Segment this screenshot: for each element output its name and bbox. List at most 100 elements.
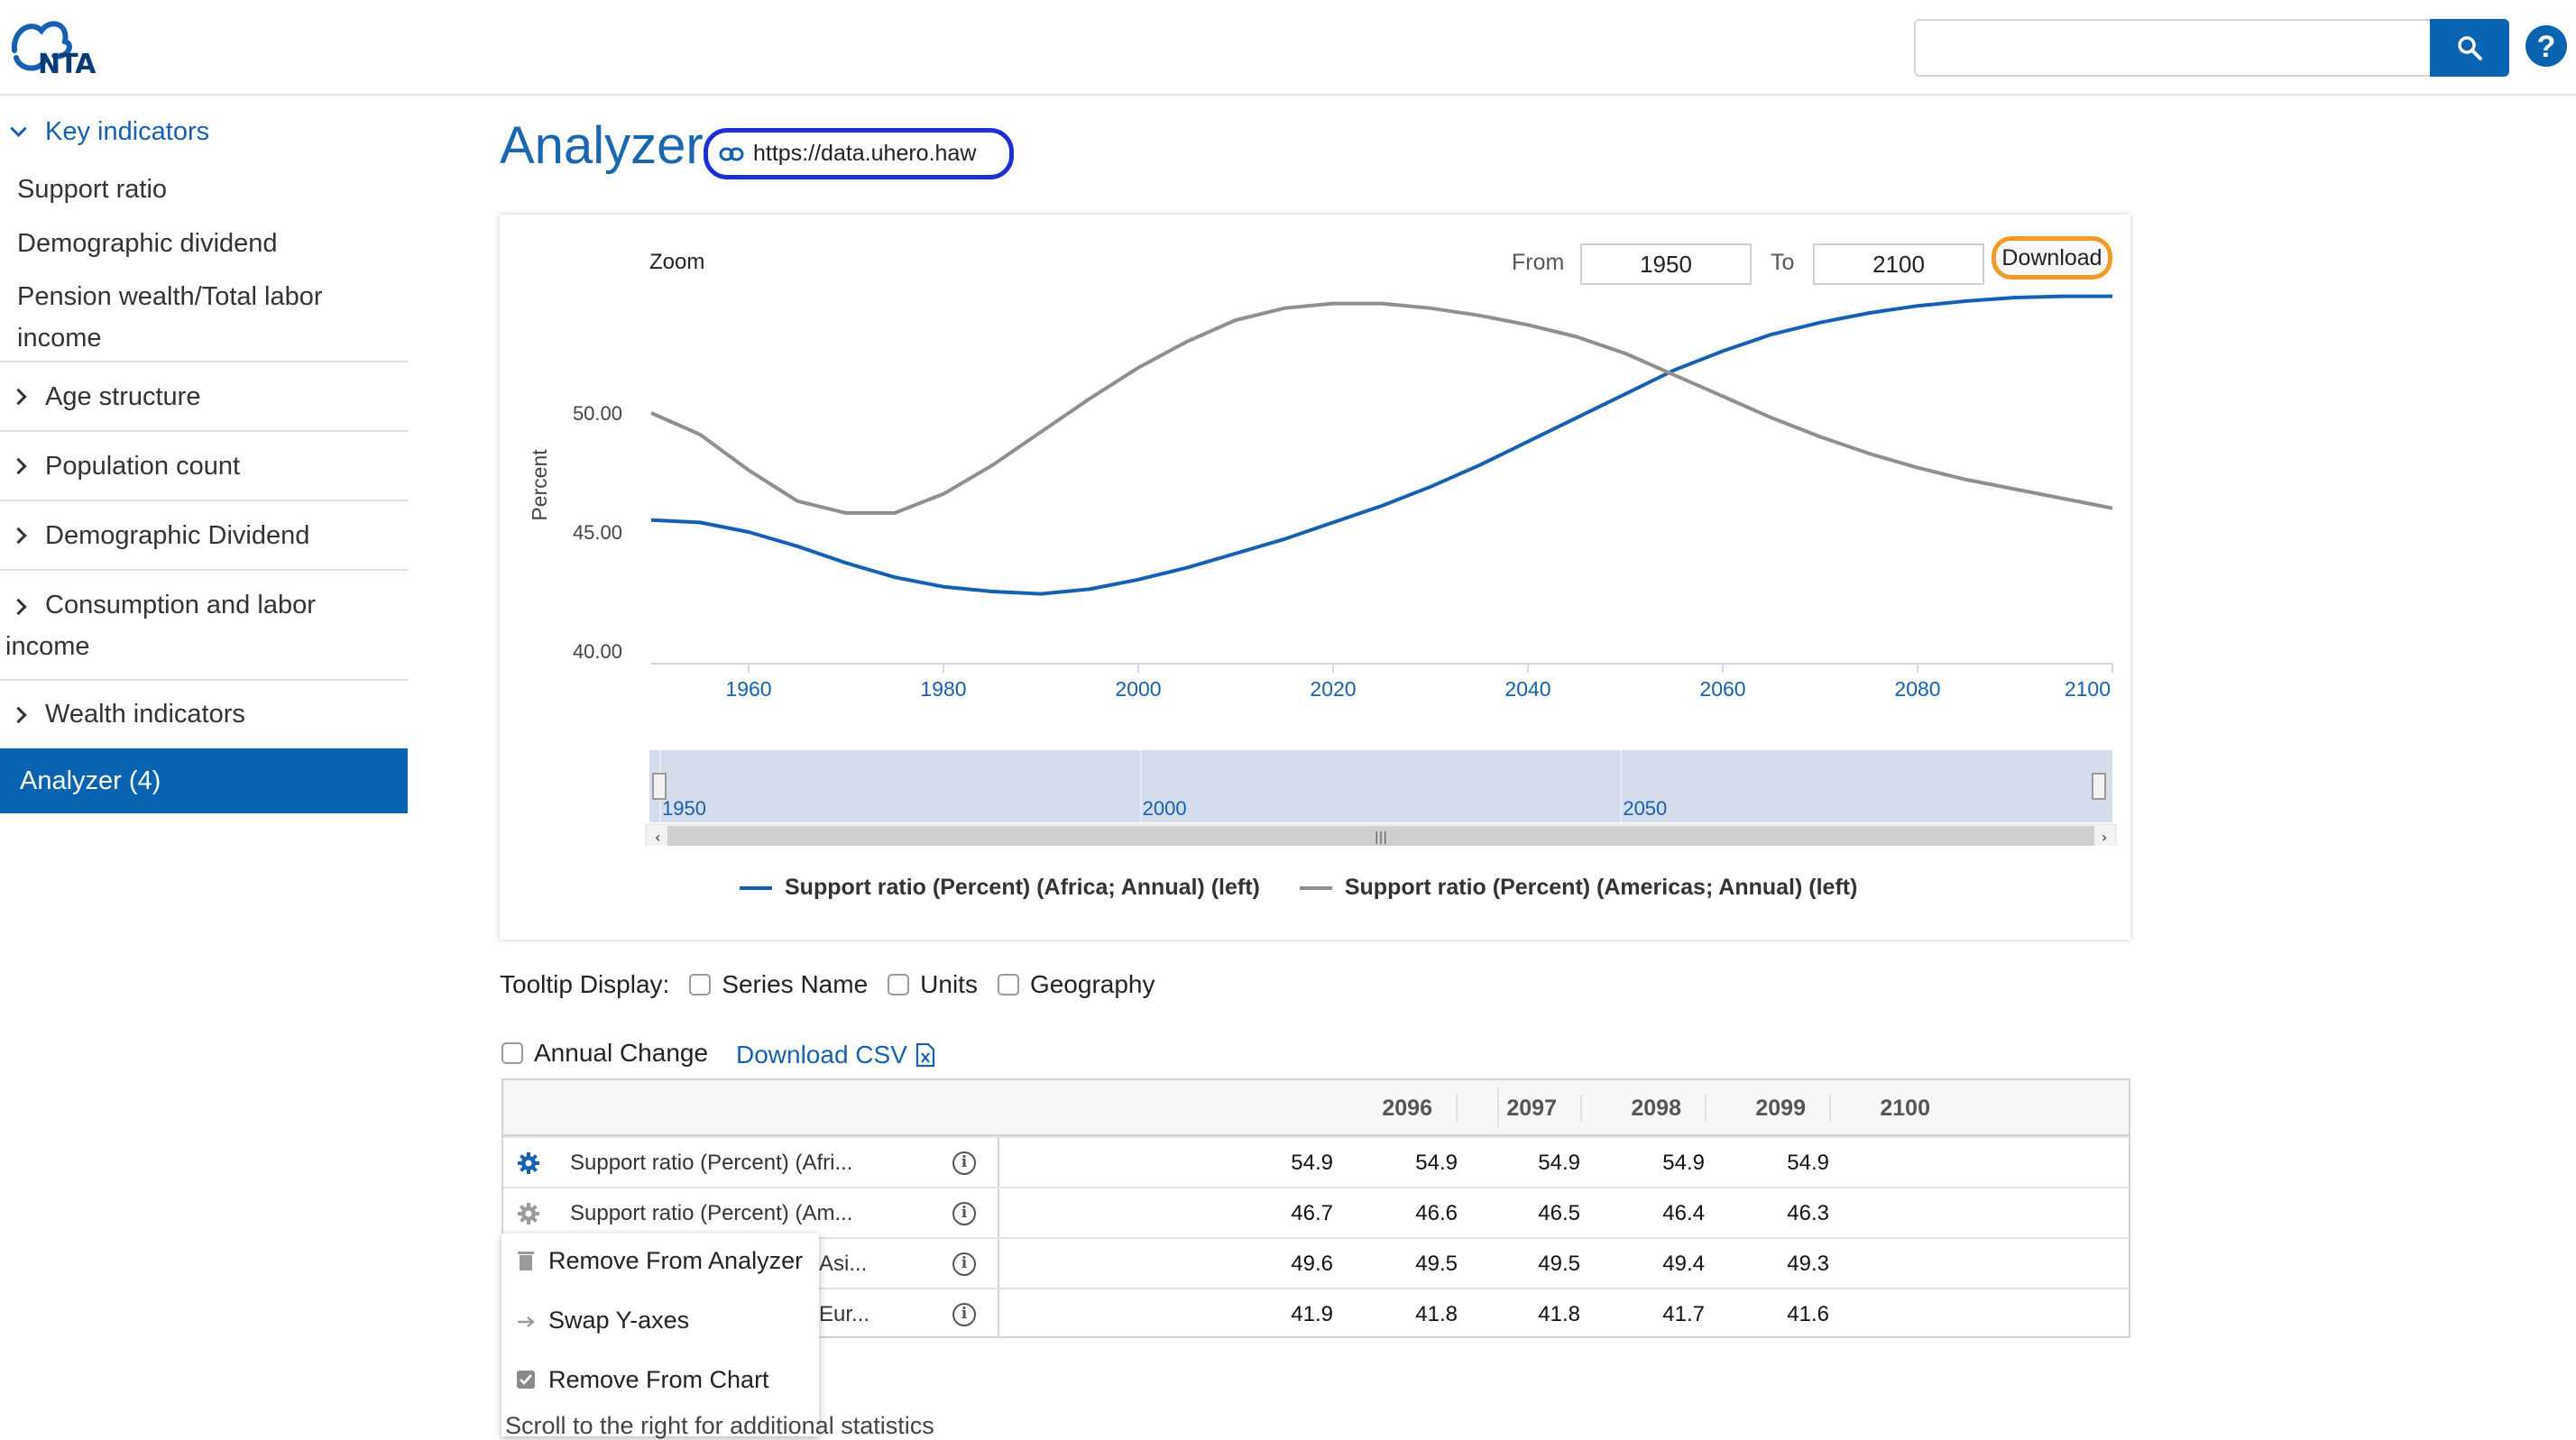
value-cell: 41.6 [1787,1302,1829,1326]
x-tick-label: 2080 [1894,677,1940,701]
column-header-2099[interactable]: 2099 [1755,1096,1806,1121]
value-cell: 49.6 [1291,1252,1333,1276]
info-icon[interactable]: i [952,1303,976,1326]
navigator-tick-label: 2050 [1623,797,1667,820]
gear-icon[interactable] [516,1201,541,1226]
svg-text:?: ? [2537,30,2556,64]
legend-item-americas[interactable]: Support ratio (Percent) (Americas; Annua… [1299,875,1857,901]
series-name-cell: Support ratio (Percent) (Afri... [570,1151,853,1175]
checkbox-series-name[interactable] [689,974,712,995]
scroll-left-arrow-icon[interactable]: ‹ [655,829,660,846]
scroll-right-arrow-icon[interactable]: › [2102,829,2107,846]
column-separator [1705,1095,1707,1122]
menu-item-label: Remove From Analyzer [548,1247,804,1274]
checkbox-geography[interactable] [997,974,1019,995]
table-row[interactable]: Support ratio (Percent) (Am... i 46.7 46.6 4… [503,1187,2129,1237]
info-icon[interactable]: i [952,1252,976,1276]
value-cell: 54.9 [1415,1151,1458,1175]
value-cell: 46.4 [1662,1201,1705,1225]
search-input[interactable] [1914,19,2432,77]
search-button[interactable] [2430,19,2509,77]
help-icon[interactable]: ? [2525,20,2568,72]
y-tick-label: 45.00 [573,521,622,544]
column-header-2096[interactable]: 2096 [1382,1096,1432,1121]
to-date-input[interactable]: 2100 [1813,243,1984,285]
trash-icon [518,1252,534,1270]
sidebar-section-wealth-indicators[interactable]: Wealth indicators [0,681,408,748]
menu-item-label: Swap Y-axes [548,1307,690,1334]
sidebar-section-population-count[interactable]: Population count [0,432,408,501]
legend-item-africa[interactable]: Support ratio (Percent) (Africa; Annual)… [740,875,1260,901]
line-chart[interactable]: Percent 50.00 45.00 40.00 1960 1980 2000 2020 20… [500,215,2130,846]
navigator-scrollbar-thumb[interactable] [667,826,2094,846]
value-cell: 41.7 [1662,1302,1705,1326]
menu-item-label: Remove From Chart [548,1366,769,1393]
data-table[interactable]: 2096 2097 2098 2099 2100 Support ratio (Perc… [501,1078,2130,1338]
sidebar-item-support-ratio[interactable]: Support ratio [17,175,168,204]
column-header-2097[interactable]: 2097 [1506,1096,1557,1121]
row-context-menu: Remove From Analyzer Swap Y-axes Remove … [501,1234,819,1436]
x-tick-label: 2060 [1699,677,1745,701]
checkbox-label: Annual Change [534,1039,709,1067]
column-header-2100[interactable]: 2100 [1880,1096,1930,1121]
from-date-input[interactable]: 1950 [1580,243,1752,285]
sidebar-item-analyzer[interactable]: Analyzer (4) [0,748,408,813]
csv-file-icon [915,1042,934,1068]
sidebar: Key indicators Support ratio Demographic… [0,101,408,813]
legend-swatch [1299,885,1332,890]
sidebar-section-consumption[interactable]: Consumption and labor income [0,571,408,681]
value-cell: 41.8 [1415,1302,1458,1326]
sidebar-item-pension-wealth[interactable]: Pension wealth/Total labor income [0,271,408,362]
search-icon [2458,36,2482,60]
info-icon[interactable]: i [952,1202,976,1225]
value-cell: 46.3 [1787,1201,1829,1225]
x-tick-label: 1960 [725,677,771,701]
zoom-label: Zoom [649,250,705,274]
info-icon[interactable]: i [952,1151,976,1175]
checkbox-annual-change[interactable] [501,1042,523,1064]
table-row[interactable]: Asi... i 49.6 49.5 49.5 49.4 49.3 [503,1237,2129,1288]
sidebar-section-age-structure[interactable]: Age structure [0,362,408,432]
x-tick-label: 2020 [1310,677,1356,701]
sidebar-section-label: Age structure [45,382,201,411]
checkbox-units[interactable] [888,974,910,995]
sidebar-section-key-indicators[interactable]: Key indicators [0,101,408,162]
menu-item-swap-y-axes[interactable]: Swap Y-axes [501,1293,819,1347]
value-cell: 54.9 [1538,1151,1580,1175]
navigator-left-handle[interactable] [652,773,667,800]
table-row[interactable]: Support ratio (Percent) (Afri... i 54.9 54.… [503,1136,2129,1187]
value-cell: 41.8 [1538,1302,1580,1326]
annual-change-option: Annual Change [500,1039,708,1068]
navigator-window[interactable] [649,750,2112,822]
navigator-tick-label: 2000 [1143,797,1187,820]
checkbox-label: Units [920,970,978,998]
sidebar-section-label: Consumption and labor income [5,591,316,661]
y-tick-label: 40.00 [573,640,622,663]
table-row[interactable]: Eur... i 41.9 41.8 41.8 41.7 41.6 [503,1288,2129,1338]
download-button[interactable]: Download [1992,236,2112,280]
chevron-right-icon [10,706,27,723]
menu-item-remove-from-analyzer[interactable]: Remove From Analyzer [501,1234,819,1288]
sidebar-section-label: Wealth indicators [45,700,245,729]
link-icon [719,147,744,161]
logo-text: NTA [38,49,96,80]
value-cell: 54.9 [1662,1151,1705,1175]
navigator-right-handle[interactable] [2092,773,2106,800]
column-header-2098[interactable]: 2098 [1631,1096,1681,1121]
share-link-field[interactable]: https://data.uhero.haw [704,128,1014,179]
sidebar-item-demographic-dividend[interactable]: Demographic dividend [17,229,278,258]
value-cell: 49.3 [1787,1252,1829,1276]
swap-icon [518,1316,535,1327]
sidebar-section-label: Key indicators [45,117,210,146]
series-line-africa[interactable] [650,294,2112,596]
gear-icon[interactable] [516,1151,541,1176]
value-cell: 54.9 [1787,1151,1829,1175]
download-csv-link[interactable]: Download CSV [736,1041,936,1069]
scroll-note: Scroll to the right for additional stati… [505,1412,934,1439]
menu-item-remove-from-chart[interactable]: Remove From Chart [501,1353,819,1407]
value-cell: 49.5 [1415,1252,1458,1276]
legend-swatch [740,885,772,890]
sidebar-section-demographic-dividend[interactable]: Demographic Dividend [0,501,408,571]
nta-logo-icon[interactable] [9,14,99,81]
series-line-americas[interactable] [650,301,2113,515]
